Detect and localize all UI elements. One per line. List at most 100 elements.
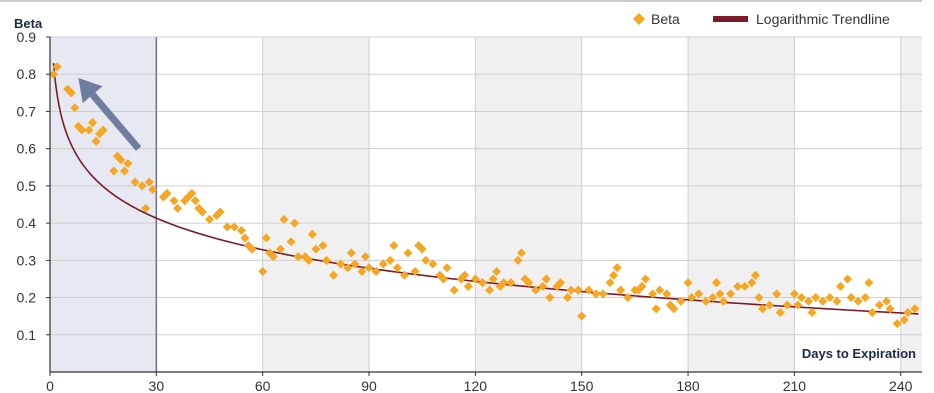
x-tick-label: 240 [889, 378, 913, 393]
beta-point [311, 244, 321, 254]
beta-point [329, 270, 339, 280]
beta-point [811, 293, 821, 303]
beta-point [66, 88, 76, 98]
arrow-head [78, 77, 103, 104]
beta-point [293, 252, 303, 262]
beta-point [119, 166, 129, 176]
beta-point [70, 103, 80, 113]
beta-point [236, 226, 246, 236]
beta-point [421, 255, 431, 265]
beta-point [360, 252, 370, 262]
arrow-shaft [89, 92, 142, 151]
beta-point [885, 304, 895, 314]
legend: Beta Logarithmic Trendline [633, 11, 890, 27]
beta-point [88, 118, 98, 128]
beta-point [215, 207, 225, 217]
x-tick-label: 150 [570, 378, 594, 393]
beta-point [290, 218, 300, 228]
background-band [156, 37, 263, 372]
beta-point [268, 252, 278, 262]
y-axis-title: Beta [14, 16, 43, 31]
beta-point [683, 278, 693, 288]
background-band [369, 37, 476, 372]
beta-point [350, 259, 360, 269]
beta-point [687, 293, 697, 303]
beta-point [279, 214, 289, 224]
legend-beta-label: Beta [651, 11, 680, 27]
x-tick-label: 90 [361, 378, 377, 393]
x-tick-label: 180 [676, 378, 700, 393]
beta-point [84, 125, 94, 135]
beta-point [389, 240, 399, 250]
beta-point [598, 289, 608, 299]
beta-point [676, 296, 686, 306]
legend-trendline-swatch [713, 16, 748, 22]
beta-point [144, 177, 154, 187]
beta-point [765, 300, 775, 310]
beta-point [772, 289, 782, 299]
beta-point [169, 196, 179, 206]
beta-point [116, 155, 126, 165]
beta-point [882, 296, 892, 306]
beta-point [804, 296, 814, 306]
beta-point [662, 289, 672, 299]
beta-point [187, 188, 197, 198]
beta-point [541, 274, 551, 284]
beta-point [825, 293, 835, 303]
beta-point [385, 255, 395, 265]
x-tick-label: 30 [149, 378, 165, 393]
beta-point [318, 240, 328, 250]
background-band [688, 37, 795, 372]
beta-point [130, 177, 140, 187]
background-band [262, 37, 370, 372]
beta-point [77, 125, 87, 135]
beta-point [52, 62, 62, 72]
beta-point [609, 270, 619, 280]
beta-point [321, 255, 331, 265]
y-tick-label: 0.8 [17, 66, 37, 82]
beta-point [694, 289, 704, 299]
beta-point [846, 293, 856, 303]
beta-point [392, 263, 402, 273]
data-points [49, 62, 920, 329]
y-tick-label: 0.3 [17, 252, 37, 268]
beta-point [818, 296, 828, 306]
beta-point [470, 274, 480, 284]
beta-point [641, 274, 651, 284]
beta-point [91, 136, 101, 146]
beta-point [545, 293, 555, 303]
beta-point [807, 307, 817, 317]
x-tick-label: 0 [46, 378, 54, 393]
beta-point [718, 296, 728, 306]
beta-point [403, 248, 413, 258]
gridlines [50, 36, 922, 372]
beta-point [449, 285, 459, 295]
beta-point [612, 263, 622, 273]
beta-point [240, 233, 250, 243]
y-tick-label: 0.2 [17, 290, 37, 306]
beta-point [229, 222, 239, 232]
y-tick-label: 0.1 [17, 327, 37, 343]
beta-point [98, 125, 108, 135]
beta-point [197, 207, 207, 217]
beta-point [843, 274, 853, 284]
beta-point [442, 263, 452, 273]
beta-point [669, 304, 679, 314]
beta-point [573, 285, 583, 295]
beta-point [428, 259, 438, 269]
beta-point [860, 293, 870, 303]
beta-point [563, 293, 573, 303]
arrow-layer [78, 77, 142, 151]
beta-point [173, 203, 183, 213]
beta-point [623, 293, 633, 303]
beta-point [261, 233, 271, 243]
beta-point [364, 263, 374, 273]
beta-point [733, 281, 743, 291]
beta-point [336, 259, 346, 269]
beta-point [410, 267, 420, 276]
beta-point [726, 289, 736, 299]
beta-point [782, 300, 792, 310]
beta-point [460, 270, 470, 280]
beta-point [499, 278, 509, 288]
